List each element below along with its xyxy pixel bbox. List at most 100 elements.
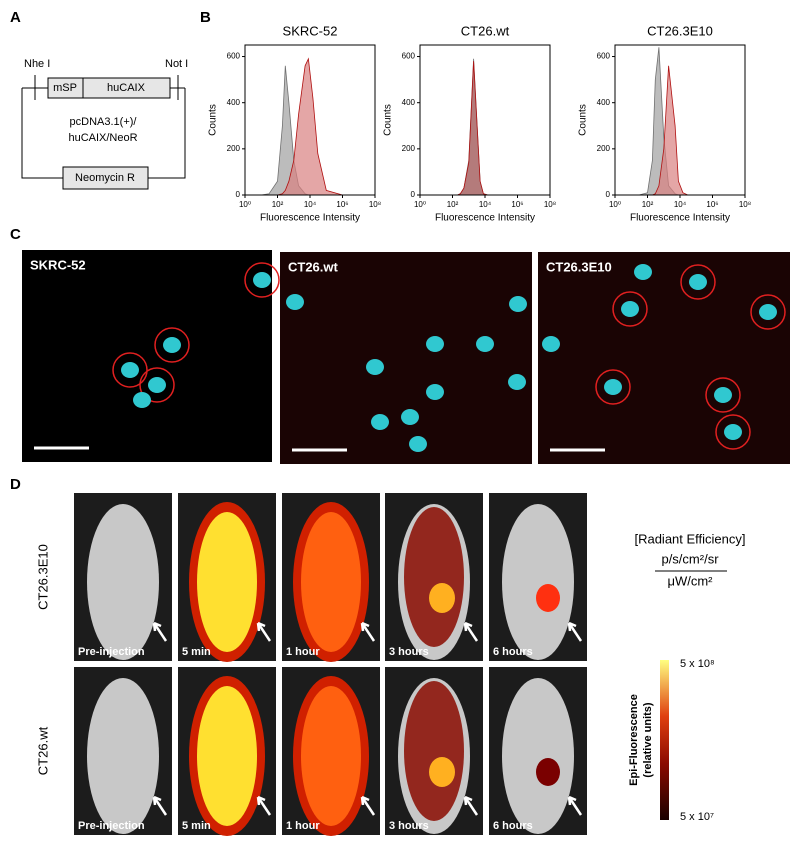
x-tick-label: 10⁶ (511, 200, 523, 209)
nucleus (163, 337, 181, 353)
nucleus (542, 336, 560, 352)
arrow (463, 795, 479, 816)
membrane (154, 327, 190, 363)
nucleus (508, 374, 526, 390)
arrow (567, 795, 583, 816)
arrow (567, 621, 583, 642)
x-tick-label: 10⁰ (239, 200, 251, 209)
signal (536, 758, 560, 786)
colorbar-label: 5 x 10⁷ (680, 811, 714, 823)
x-tick-label: 10⁰ (609, 200, 621, 209)
nucleus (121, 362, 139, 378)
signal (536, 584, 560, 612)
y-tick-label: 400 (227, 98, 241, 107)
x-tick-label: 10⁸ (739, 200, 751, 209)
nucleus (476, 336, 494, 352)
time-label: 5 min (182, 820, 211, 832)
y-tick-label: 200 (402, 144, 416, 153)
colorbar-label: 5 x 10⁸ (680, 658, 715, 670)
nucleus (714, 387, 732, 403)
arrow (152, 621, 168, 642)
nucleus (371, 414, 389, 430)
panel-label: B (200, 9, 211, 26)
y-tick-label: 0 (411, 190, 416, 199)
nucleus (689, 274, 707, 290)
time-label: Pre-injection (78, 820, 145, 832)
colorbar-axis: (relative units) (642, 702, 654, 778)
nucleus (426, 336, 444, 352)
nucleus (133, 392, 151, 408)
membrane (612, 291, 648, 327)
site-label: Not I (165, 58, 188, 70)
arrow (256, 795, 272, 816)
arrow (360, 795, 376, 816)
micrograph (280, 252, 532, 464)
signal (429, 583, 455, 613)
membrane (139, 367, 175, 403)
mouse (502, 504, 574, 660)
x-tick-label: 10² (272, 200, 284, 209)
signal (404, 681, 464, 821)
row-label: CT26.3E10 (35, 544, 50, 610)
nucleus (509, 296, 527, 312)
colorbar-axis: Epi-Fluorescence (628, 694, 640, 786)
arrow (152, 795, 168, 816)
y-tick-label: 400 (402, 98, 416, 107)
x-tick-label: 10⁸ (369, 200, 381, 209)
x-tick-label: 10⁸ (544, 200, 556, 209)
membrane (244, 262, 280, 298)
chart-title: CT26.3E10 (647, 23, 713, 38)
signal (197, 686, 257, 826)
signal (429, 757, 455, 787)
x-tick-label: 10⁶ (706, 200, 718, 209)
x-tick-label: 10⁴ (674, 200, 687, 209)
row-label: CT26.wt (35, 726, 50, 775)
x-tick-label: 10⁰ (414, 200, 426, 209)
signal (404, 507, 464, 647)
x-tick-label: 10⁶ (336, 200, 348, 209)
membrane (750, 294, 786, 330)
micrograph (22, 250, 272, 462)
nucleus (634, 264, 652, 280)
y-axis-label: Counts (383, 104, 394, 136)
nucleus (724, 424, 742, 440)
x-axis-label: Fluorescence Intensity (260, 213, 360, 224)
colorbar-unit: p/s/cm²/sr (661, 551, 719, 566)
micrograph (538, 252, 790, 464)
nucleus (401, 409, 419, 425)
nucleus (366, 359, 384, 375)
time-label: Pre-injection (78, 646, 145, 658)
image-label: CT26.3E10 (546, 259, 612, 274)
histogram (261, 57, 343, 196)
y-axis-label: Counts (208, 104, 219, 136)
chart-title: SKRC-52 (283, 23, 338, 38)
nucleus (148, 377, 166, 393)
histogram (631, 65, 713, 196)
signal (197, 512, 257, 652)
x-tick-label: 10⁴ (304, 200, 317, 209)
site-label: Nhe I (24, 58, 50, 70)
time-label: 1 hour (286, 820, 320, 832)
x-tick-label: 10² (642, 200, 654, 209)
time-label: 6 hours (493, 820, 533, 832)
colorbar-unit: μW/cm² (667, 573, 713, 588)
signal (301, 512, 361, 652)
membrane (112, 352, 148, 388)
chart-title: CT26.wt (461, 23, 510, 38)
y-tick-label: 600 (402, 52, 416, 61)
time-label: 5 min (182, 646, 211, 658)
time-label: 3 hours (389, 820, 429, 832)
arrow (360, 621, 376, 642)
membrane (715, 414, 751, 450)
x-tick-label: 10² (447, 200, 459, 209)
y-tick-label: 200 (597, 144, 611, 153)
y-tick-label: 0 (606, 190, 611, 199)
y-tick-label: 400 (597, 98, 611, 107)
gene-label: mSP (53, 82, 77, 94)
mouse (87, 678, 159, 834)
colorbar-title: [Radiant Efficiency] (634, 531, 745, 546)
plasmid-name: pcDNA3.1(+)/ (70, 116, 138, 128)
time-label: 6 hours (493, 646, 533, 658)
x-axis-label: Fluorescence Intensity (435, 213, 535, 224)
